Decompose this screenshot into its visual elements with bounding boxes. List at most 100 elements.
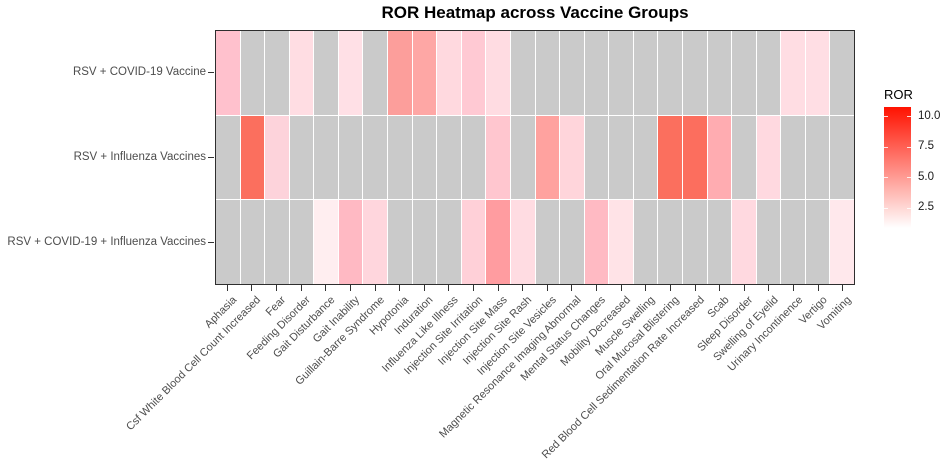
heatmap-cell: [584, 200, 609, 284]
heatmap-cell: [314, 115, 338, 200]
legend-tick-mark: [884, 146, 888, 148]
heatmap-cell: [510, 31, 535, 115]
heatmap-cell: [486, 200, 510, 284]
heatmap-cell: [805, 200, 830, 284]
heatmap-cell: [437, 31, 461, 115]
heatmap-cell: [216, 200, 240, 284]
heatmap-cell: [658, 31, 682, 115]
heatmap-cell: [461, 200, 486, 284]
heatmap-cell: [388, 31, 412, 115]
heatmap-cell: [437, 200, 461, 284]
heatmap-cell: [707, 115, 732, 200]
heatmap-cell: [510, 200, 535, 284]
heatmap-cell: [707, 200, 732, 284]
heatmap-cell: [609, 31, 633, 115]
heatmap-cell: [437, 115, 461, 200]
heatmap-cell: [363, 200, 388, 284]
heatmap-cell: [535, 115, 560, 200]
legend-tick-mark: [884, 177, 888, 179]
heatmap-cell: [560, 31, 584, 115]
heatmap-cell: [338, 115, 363, 200]
x-axis-tick: [571, 285, 573, 291]
x-axis-tick: [522, 285, 524, 291]
legend-tick-mark: [884, 116, 888, 118]
heatmap-cell: [412, 115, 437, 200]
x-axis-tick: [374, 285, 376, 291]
heatmap-cell: [682, 115, 707, 200]
x-axis-tick: [719, 285, 721, 291]
heatmap-cell: [732, 115, 756, 200]
legend-tick-label: 7.5: [918, 140, 934, 153]
x-axis-tick: [497, 285, 499, 291]
heatmap-cell: [658, 200, 682, 284]
heatmap-cell: [584, 115, 609, 200]
legend-tick-mark: [907, 146, 911, 148]
x-axis-tick: [472, 285, 474, 291]
heatmap-cell: [805, 31, 830, 115]
heatmap-grid: [216, 31, 854, 284]
heatmap-cell: [289, 31, 314, 115]
heatmap-cell: [216, 31, 240, 115]
heatmap-cell: [461, 115, 486, 200]
y-axis-label: RSV + COVID-19 + Influenza Vaccines: [7, 236, 206, 248]
legend-tick-mark: [907, 116, 911, 118]
legend-tick-mark: [907, 207, 911, 209]
heatmap-cell: [756, 115, 781, 200]
x-axis-tick: [349, 285, 351, 291]
x-axis-label: Csf White Blood Cell Count Increased: [124, 294, 264, 434]
heatmap-cell: [830, 115, 854, 200]
heatmap-cell: [633, 200, 658, 284]
heatmap-cell: [535, 31, 560, 115]
heatmap-cell: [633, 31, 658, 115]
legend-title: ROR: [884, 87, 913, 102]
x-axis-tick: [423, 285, 425, 291]
legend-colorbar: [884, 107, 911, 228]
heatmap-cell: [682, 200, 707, 284]
heatmap-cell: [756, 31, 781, 115]
heatmap-cell: [707, 31, 732, 115]
x-axis-tick: [817, 285, 819, 291]
x-axis-tick: [669, 285, 671, 291]
heatmap-cell: [609, 200, 633, 284]
heatmap-cell: [338, 200, 363, 284]
x-axis-tick: [694, 285, 696, 291]
heatmap-cell: [781, 200, 805, 284]
heatmap-cell: [658, 115, 682, 200]
heatmap-cell: [265, 31, 289, 115]
x-axis-tick: [448, 285, 450, 291]
heatmap-cell: [461, 31, 486, 115]
heatmap-cell: [486, 31, 510, 115]
x-axis-tick: [768, 285, 770, 291]
x-axis-tick: [620, 285, 622, 291]
heatmap-cell: [412, 200, 437, 284]
heatmap-cell: [830, 31, 854, 115]
y-axis-tick: [208, 157, 214, 158]
x-axis-tick: [842, 285, 844, 291]
heatmap-cell: [265, 115, 289, 200]
heatmap-cell: [732, 31, 756, 115]
y-axis-label: RSV + COVID-19 Vaccine: [72, 66, 206, 78]
heatmap-cell: [609, 115, 633, 200]
heatmap-cell: [510, 115, 535, 200]
heatmap-cell: [682, 31, 707, 115]
legend-tick-label: 5.0: [918, 170, 934, 183]
heatmap-cell: [633, 115, 658, 200]
x-axis-tick: [251, 285, 253, 291]
heatmap-cell: [805, 115, 830, 200]
heatmap-cell: [240, 115, 265, 200]
heatmap-cell: [240, 200, 265, 284]
heatmap-cell: [584, 31, 609, 115]
heatmap-cell: [240, 31, 265, 115]
heatmap-cell: [756, 200, 781, 284]
heatmap-panel: [215, 30, 855, 285]
legend-tick-mark: [884, 207, 888, 209]
heatmap-cell: [289, 115, 314, 200]
x-axis-tick: [399, 285, 401, 291]
x-axis-tick: [743, 285, 745, 291]
x-axis-tick: [645, 285, 647, 291]
heatmap-cell: [781, 31, 805, 115]
chart-title: ROR Heatmap across Vaccine Groups: [381, 3, 689, 22]
y-axis-tick: [208, 72, 214, 73]
heatmap-cell: [265, 200, 289, 284]
